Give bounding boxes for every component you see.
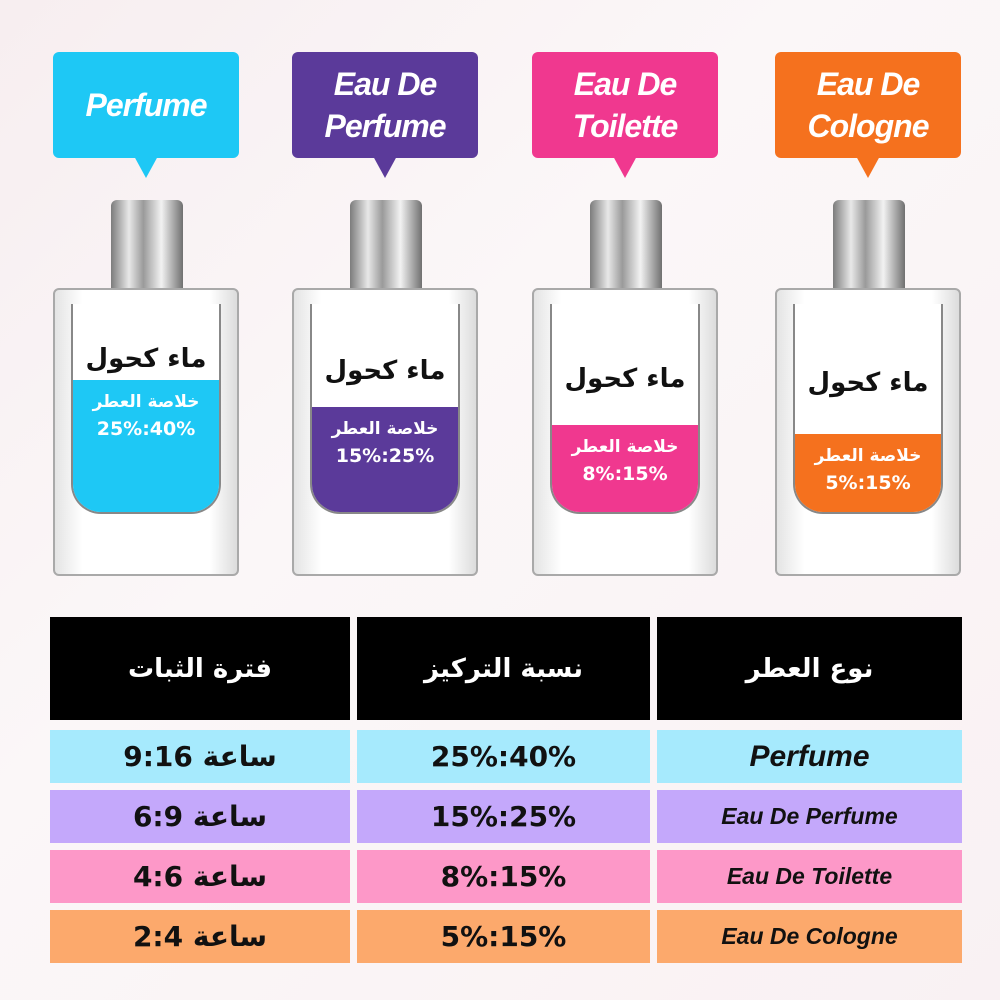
perfume-bottle: خلاصة العطر 5%:15% ماء كحول [775, 200, 961, 576]
concentration-cell: 15%:25% [357, 790, 650, 843]
bottle-body: خلاصة العطر 8%:15% ماء كحول [532, 288, 718, 576]
essence-label: خلاصة العطر [814, 446, 922, 466]
essence-liquid: خلاصة العطر 15%:25% [312, 407, 458, 512]
concentration-cell: 5%:15% [357, 910, 650, 963]
duration-cell: 4:6 ساعة [50, 850, 350, 903]
header-type: نوع العطر [657, 617, 962, 720]
perfume-bottle: خلاصة العطر 8%:15% ماء كحول [532, 200, 718, 576]
type-label-text: Eau De Toilette [572, 66, 679, 144]
type-cell: Perfume [657, 730, 962, 783]
duration-cell: 9:16 ساعة [50, 730, 350, 783]
bottle-body: خلاصة العطر 15%:25% ماء كحول [292, 288, 478, 576]
essence-liquid: خلاصة العطر 25%:40% [73, 380, 219, 512]
type-label-text: Eau De Perfume [324, 66, 446, 144]
perfume-bottle: خلاصة العطر 25%:40% ماء كحول [53, 200, 239, 576]
essence-concentration: 5%:15% [825, 472, 911, 494]
essence-liquid: خلاصة العطر 5%:15% [795, 434, 941, 512]
duration-cell: 6:9 ساعة [50, 790, 350, 843]
bottle-body: خلاصة العطر 5%:15% ماء كحول [775, 288, 961, 576]
concentration-cell: 8%:15% [357, 850, 650, 903]
type-cell: Eau De Perfume [657, 790, 962, 843]
type-cell: Eau De Cologne [657, 910, 962, 963]
bottle-cap [590, 200, 662, 290]
water-alcohol-label: ماء كحول [324, 356, 446, 386]
concentration-cell: 25%:40% [357, 730, 650, 783]
essence-liquid: خلاصة العطر 8%:15% [552, 425, 698, 512]
essence-concentration: 8%:15% [582, 463, 668, 485]
type-label-text: Eau De Cologne [807, 66, 930, 144]
header-concentration: نسبة التركيز [357, 617, 650, 720]
water-alcohol-label: ماء كحول [85, 344, 207, 374]
essence-concentration: 25%:40% [96, 418, 196, 440]
type-label: Eau De Cologne [775, 52, 961, 178]
water-alcohol-label: ماء كحول [564, 364, 686, 394]
type-label-text: Perfume [85, 87, 207, 123]
type-cell: Eau De Toilette [657, 850, 962, 903]
type-label: Eau De Perfume [292, 52, 478, 178]
essence-label: خلاصة العطر [331, 419, 439, 439]
type-label: Perfume [53, 52, 239, 178]
bottle-cap [111, 200, 183, 290]
header-duration: فترة الثبات [50, 617, 350, 720]
type-label: Eau De Toilette [532, 52, 718, 178]
essence-label: خلاصة العطر [92, 392, 200, 412]
perfume-bottle: خلاصة العطر 15%:25% ماء كحول [292, 200, 478, 576]
essence-label: خلاصة العطر [571, 437, 679, 457]
bottle-body: خلاصة العطر 25%:40% ماء كحول [53, 288, 239, 576]
water-alcohol-label: ماء كحول [807, 368, 929, 398]
bottle-cap [350, 200, 422, 290]
bottle-cap [833, 200, 905, 290]
duration-cell: 2:4 ساعة [50, 910, 350, 963]
essence-concentration: 15%:25% [335, 445, 435, 467]
